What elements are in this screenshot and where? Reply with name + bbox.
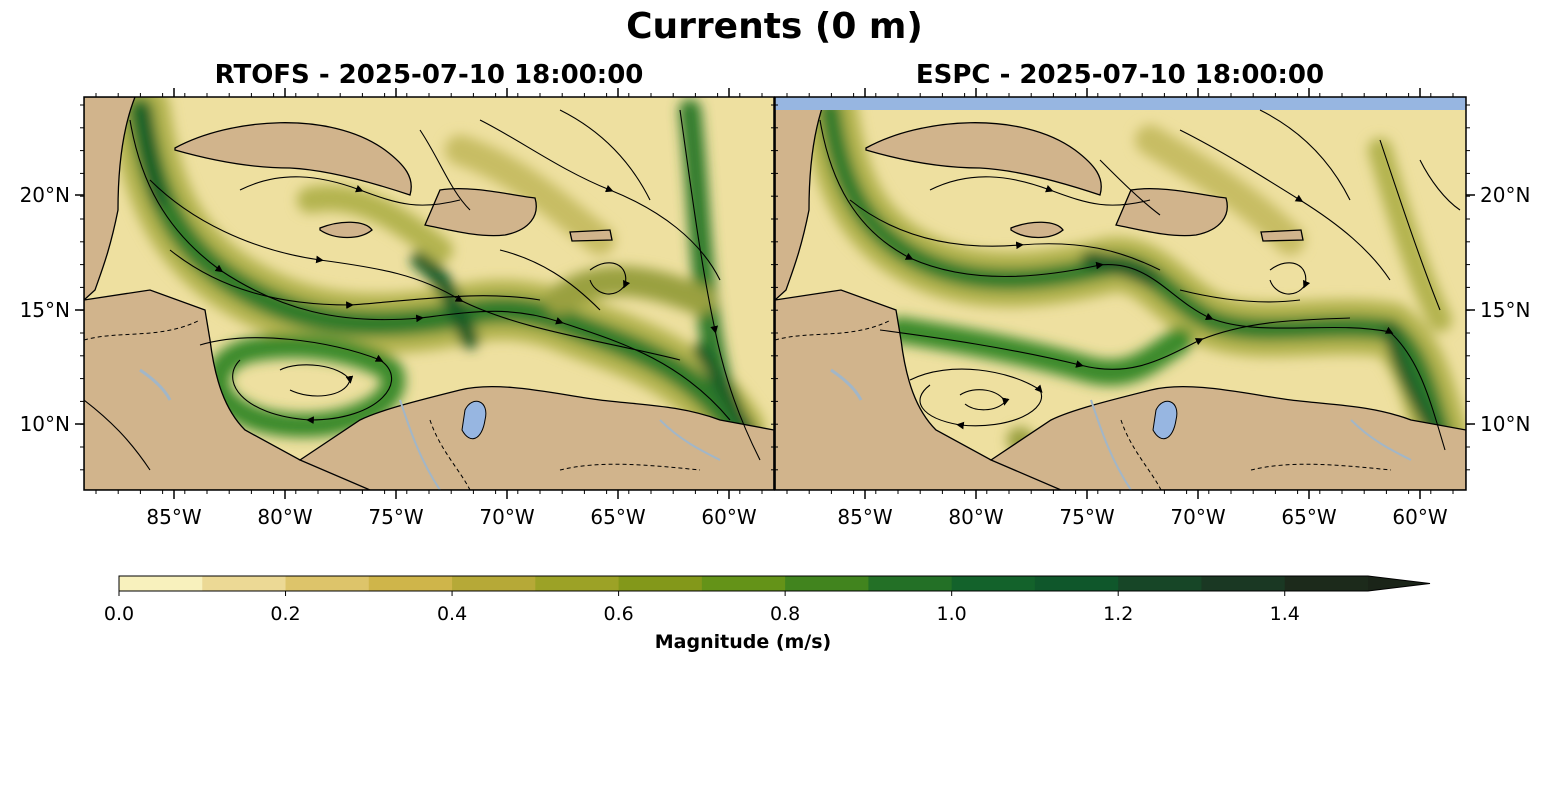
jamaica [1010, 221, 1064, 239]
espc-lon-label: 80°W [948, 505, 1003, 529]
colorbar-segment [285, 576, 370, 591]
colorbar-segment [868, 576, 953, 591]
colorbar-segment [785, 576, 869, 591]
yucatan [775, 97, 827, 301]
colorbar-segment [701, 576, 786, 591]
colorbar-tick-label: 0.4 [437, 603, 467, 625]
colorbar-segment [951, 576, 1036, 591]
colorbar-segment [452, 576, 536, 591]
colorbar-segment [618, 576, 703, 591]
espc-lon-label: 65°W [1281, 505, 1336, 529]
cuba [174, 122, 412, 196]
rtofs-lon-label: 75°W [368, 505, 423, 529]
colorbar-segment [1201, 576, 1286, 591]
hispaniola [1115, 187, 1228, 237]
espc-lat-label: 10°N [1480, 412, 1530, 436]
rtofs-lon-label: 60°W [701, 505, 756, 529]
espc-panel-title: ESPC - 2025-07-10 18:00:00 [915, 60, 1325, 90]
puerto-rico [569, 229, 613, 242]
yucatan [84, 97, 136, 301]
rtofs-map [84, 97, 774, 490]
rtofs-lon-label: 80°W [257, 505, 312, 529]
rtofs-lat-label: 15°N [20, 298, 70, 322]
colorbar-segment [1284, 576, 1369, 591]
colorbar-tick-label: 0.6 [603, 603, 633, 625]
espc-lat-label: 15°N [1480, 298, 1530, 322]
colorbar: 0.0 0.2 0.4 0.6 0.8 1.0 1.2 1.4 [104, 575, 1431, 625]
colorbar-tick-label: 1.0 [937, 603, 967, 625]
cuba [865, 122, 1102, 196]
espc-lon-label: 85°W [837, 505, 892, 529]
rtofs-lat-label: 10°N [20, 412, 70, 436]
espc-missing-data-band [775, 97, 1466, 110]
colorbar-segment [535, 576, 620, 591]
jamaica [319, 221, 373, 239]
colorbar-segment [368, 576, 453, 591]
colorbar-tick-label: 0.2 [270, 603, 300, 625]
espc-lon-label: 60°W [1392, 505, 1447, 529]
axis-ticks: 85°W 80°W 75°W 70°W 65°W 60°W 85°W 80°W 75°W 70°W… [20, 88, 1530, 529]
colorbar-segment [1118, 576, 1202, 591]
espc-map [775, 97, 1466, 490]
colorbar-outline [118, 575, 1431, 592]
espc-lon-label: 75°W [1059, 505, 1114, 529]
colorbar-segment [202, 576, 287, 591]
rtofs-streamlines [84, 109, 761, 471]
espc-water-features [775, 319, 1412, 490]
hispaniola [424, 187, 537, 237]
figure-title: Currents (0 m) [626, 6, 923, 47]
colorbar-tick-label: 0.0 [104, 603, 134, 625]
puerto-rico [1260, 229, 1304, 242]
rtofs-lon-label: 65°W [590, 505, 645, 529]
espc-lon-label: 70°W [1170, 505, 1225, 529]
colorbar-extend-arrow [1368, 576, 1430, 591]
rtofs-lat-label: 20°N [20, 183, 70, 207]
colorbar-tick-label: 0.8 [770, 603, 800, 625]
colorbar-label: Magnitude (m/s) [655, 631, 832, 653]
colorbar-tick-label: 1.4 [1270, 603, 1300, 625]
south-america [989, 385, 1466, 490]
espc-lat-label: 20°N [1480, 183, 1530, 207]
rtofs-lon-label: 85°W [146, 505, 201, 529]
espc-land [775, 97, 1466, 490]
espc-streamlines [819, 109, 1461, 451]
rtofs-lon-label: 70°W [479, 505, 534, 529]
colorbar-segment [119, 576, 203, 591]
colorbar-tick-label: 1.2 [1103, 603, 1133, 625]
rtofs-water-features [84, 319, 721, 490]
rtofs-panel-title: RTOFS - 2025-07-10 18:00:00 [214, 60, 644, 90]
colorbar-segment [1034, 576, 1119, 591]
